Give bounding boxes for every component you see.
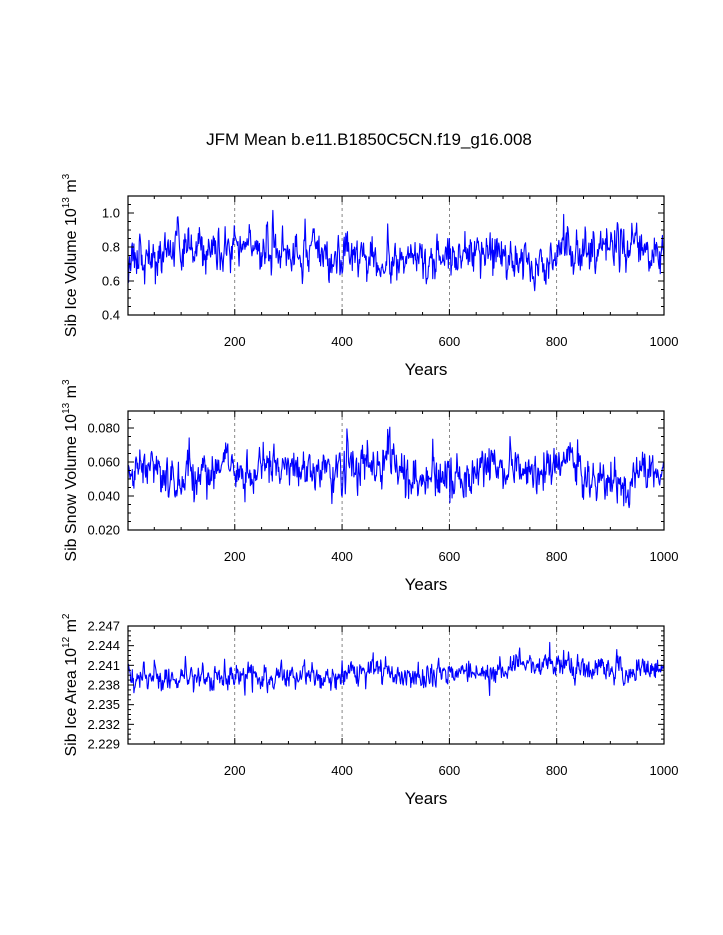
series-line	[127, 209, 665, 292]
y-tick-label: 0.8	[102, 240, 120, 255]
x-tick-label: 200	[224, 334, 246, 349]
y-tick-label: 0.080	[87, 421, 120, 436]
y-axis-label-superscript: 13	[61, 197, 72, 209]
x-tick-label: 800	[546, 334, 568, 349]
x-tick-label: 200	[224, 763, 246, 778]
x-tick-label: 1000	[650, 549, 679, 564]
y-axis-label-superscript: 3	[61, 173, 72, 179]
y-tick-label: 0.4	[102, 308, 120, 323]
y-tick-label: 0.060	[87, 455, 120, 470]
y-axis-label-text: m	[63, 619, 80, 637]
y-axis-label-superscript: 3	[61, 379, 72, 385]
chart-title: JFM Mean b.e11.B1850C5CN.f19_g16.008	[206, 130, 532, 149]
y-axis-label-superscript: 12	[61, 636, 72, 648]
y-tick-label: 0.040	[87, 489, 120, 504]
y-axis-label: Sib Ice Area 1012 m2	[61, 613, 80, 756]
panel-3: 2.229 2.232 2.235 2.238 2.241 2.244 2.247 200 40…	[61, 613, 678, 808]
y-tick-label: 2.241	[87, 658, 120, 673]
panel-1: 0.4 0.6 0.8 1.0 200 400 600 800 1000 Years Sib Ice…	[61, 173, 678, 379]
x-tick-label: 600	[439, 334, 461, 349]
y-tick-label: 2.238	[87, 678, 120, 693]
x-tick-label: 200	[224, 549, 246, 564]
y-axis-label-text: Sib Ice Volume 10	[63, 208, 80, 337]
y-tick-label: 1.0	[102, 206, 120, 221]
x-tick-label: 1000	[650, 334, 679, 349]
y-axis-label: Sib Ice Volume 1013 m3	[61, 173, 80, 337]
y-tick-label: 2.232	[87, 717, 120, 732]
series-line	[127, 641, 665, 697]
y-axis-label-text: Sib Snow Volume 10	[63, 414, 80, 562]
series-line	[127, 426, 665, 509]
y-axis-label-superscript: 13	[61, 402, 72, 414]
x-tick-label: 400	[331, 549, 353, 564]
x-tick-label: 800	[546, 763, 568, 778]
y-tick-label: 2.229	[87, 737, 120, 752]
y-axis-label-superscript: 2	[61, 613, 72, 619]
x-tick-label: 400	[331, 334, 353, 349]
y-axis-label: Sib Snow Volume 1013 m3	[61, 379, 80, 562]
x-axis-label: Years	[405, 789, 448, 808]
y-tick-label: 0.6	[102, 274, 120, 289]
x-axis-label: Years	[405, 575, 448, 594]
y-axis-label-text: m	[63, 179, 80, 197]
x-tick-label: 600	[439, 763, 461, 778]
x-tick-label: 1000	[650, 763, 679, 778]
y-axis-label-text: m	[63, 385, 80, 403]
x-tick-label: 600	[439, 549, 461, 564]
y-tick-label: 2.244	[87, 638, 120, 653]
x-tick-label: 800	[546, 549, 568, 564]
y-tick-label: 0.020	[87, 523, 120, 538]
x-axis-label: Years	[405, 360, 448, 379]
plot-frame	[127, 625, 665, 745]
panel-2: 0.020 0.040 0.060 0.080 200 400 600 800 1000 Year…	[61, 379, 678, 594]
y-tick-label: 2.235	[87, 697, 120, 712]
y-tick-label: 2.247	[87, 619, 120, 634]
y-axis-label-text: Sib Ice Area 10	[63, 648, 80, 757]
x-tick-label: 400	[331, 763, 353, 778]
